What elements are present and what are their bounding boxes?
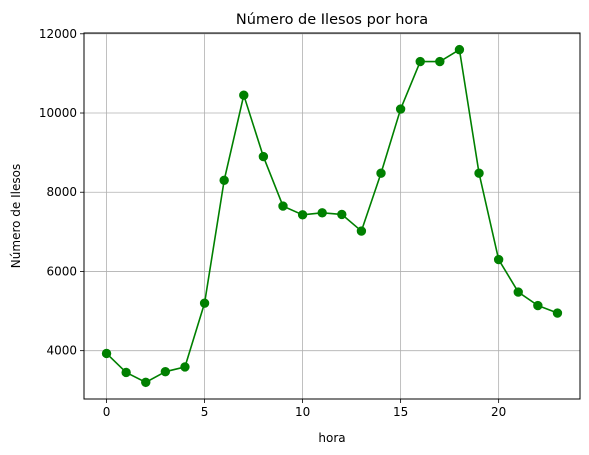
x-axis: 0 5 10 15 20: [103, 399, 506, 419]
y-tick-label: 6000: [46, 264, 77, 278]
y-tick-label: 10000: [39, 106, 77, 120]
data-point: [337, 209, 347, 220]
data-point: [415, 56, 425, 67]
data-point: [493, 254, 504, 265]
data-point: [121, 367, 131, 378]
y-tick-label: 4000: [46, 344, 77, 358]
data-point: [356, 226, 367, 236]
x-tick-label: 15: [393, 405, 408, 419]
data-point: [474, 168, 484, 178]
series-layer: [101, 44, 563, 388]
data-point: [435, 56, 445, 67]
y-tick-label: 12000: [39, 27, 77, 41]
data-point: [141, 377, 151, 388]
data-point: [395, 104, 406, 114]
data-point: [160, 366, 171, 377]
y-axis-label: Número de Ilesos: [9, 164, 23, 268]
data-point: [180, 362, 190, 372]
data-point: [533, 300, 543, 311]
grid: [84, 33, 580, 399]
x-tick-label: 5: [201, 405, 209, 419]
data-point: [258, 151, 269, 162]
data-point: [278, 201, 288, 211]
chart-title: Número de Ilesos por hora: [236, 12, 428, 28]
data-point: [376, 168, 386, 178]
x-tick-label: 0: [103, 405, 111, 419]
y-tick-label: 8000: [46, 185, 77, 199]
plot-frame: [83, 32, 581, 400]
x-axis-label: hora: [318, 431, 345, 445]
x-tick-label: 20: [491, 405, 506, 419]
data-point: [454, 44, 465, 55]
x-tick-label: 10: [295, 405, 310, 419]
data-point: [219, 175, 229, 186]
y-axis: 4000 6000 8000 10000 12000: [39, 27, 84, 358]
data-point: [317, 208, 327, 218]
data-point: [101, 348, 112, 359]
data-point: [297, 210, 308, 220]
data-point: [513, 287, 523, 297]
data-point: [239, 90, 249, 100]
data-point: [552, 308, 563, 318]
data-point: [199, 298, 210, 308]
